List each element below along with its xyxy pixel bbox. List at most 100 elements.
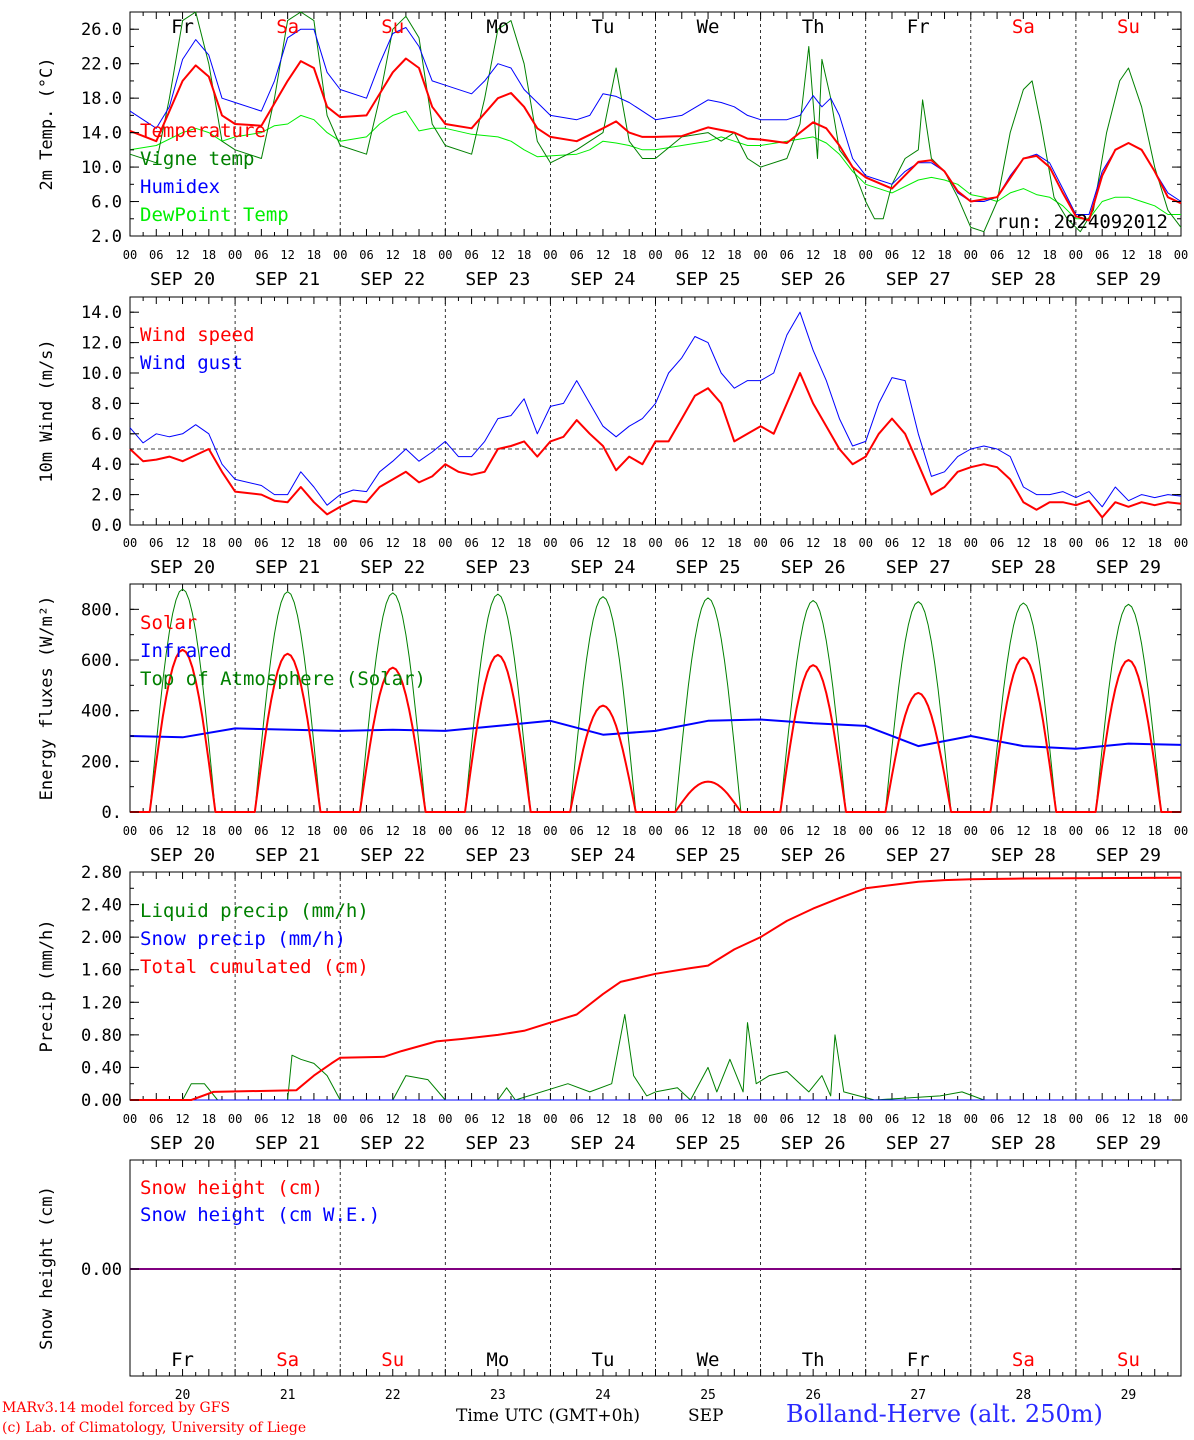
wind-date-label: SEP 23 [465, 557, 530, 578]
temp-date-label: SEP 20 [150, 269, 215, 290]
temp-date-label: SEP 27 [886, 269, 951, 290]
weekday-label-bottom: Su [381, 1349, 404, 1371]
snow-panel: 0.00 [81, 1159, 1182, 1377]
flux-date-label: SEP 20 [150, 845, 215, 866]
day-number-labels: 20 21 22 23 24 25 26 27 28 29 [175, 1388, 1137, 1403]
weekday-label-bottom: Mo [486, 1349, 509, 1371]
weekday-label: We [697, 16, 720, 38]
flux-y-tick-label: 400. [81, 702, 122, 722]
flux-hour-tick-label: 12 [280, 824, 294, 838]
precip-hour-tick-label: 18 [202, 1112, 216, 1126]
precip-hour-tick-label: 18 [517, 1112, 531, 1126]
wind-hour-tick-label: 18 [517, 536, 531, 550]
precip-date-label: SEP 27 [886, 1133, 951, 1154]
precip-y-tick-label: 0.40 [81, 1058, 122, 1078]
temp-date-label: SEP 26 [781, 269, 846, 290]
precip-hour-labels: 00 06 12 18 00 06 12 18 00 06 12 18 00 06 12 18 00 06 12 18… [123, 1112, 1188, 1126]
precip-hour-tick-label: 18 [727, 1112, 741, 1126]
wind-hour-tick-label: 06 [569, 536, 583, 550]
temp-hour-tick-label: 06 [780, 248, 794, 262]
flux-legend-entry: Infrared [140, 640, 232, 662]
precip-hour-tick-label: 00 [123, 1112, 137, 1126]
wind-y-tick-label: 0.0 [91, 516, 122, 536]
precip-date-label: SEP 28 [991, 1133, 1056, 1154]
wind-y-tick-label: 8.0 [91, 394, 122, 414]
precip-hour-tick-label: 06 [149, 1112, 163, 1126]
flux-hour-tick-label: 12 [806, 824, 820, 838]
snow-legend-entry: Snow height (cm) [140, 1177, 323, 1199]
flux-hour-tick-label: 06 [1095, 824, 1109, 838]
precip-hour-tick-label: 18 [832, 1112, 846, 1126]
wind-date-label: SEP 26 [781, 557, 846, 578]
flux-hour-tick-label: 18 [517, 824, 531, 838]
flux-hour-tick-label: 12 [911, 824, 925, 838]
precip-date-label: SEP 23 [465, 1133, 530, 1154]
temp-hour-tick-label: 18 [622, 248, 636, 262]
weekday-label: Mo [486, 16, 509, 38]
precip-hour-tick-label: 18 [412, 1112, 426, 1126]
flux-hour-tick-label: 18 [727, 824, 741, 838]
snow-y-axis-label: Snow height (cm) [37, 1186, 57, 1350]
weekday-label: Fr [171, 16, 194, 38]
wind-hour-tick-label: 00 [753, 536, 767, 550]
flux-y-axis-label: Energy fluxes (W/m²) [37, 596, 57, 801]
temp-hour-tick-label: 18 [937, 248, 951, 262]
flux-hour-tick-label: 00 [648, 824, 662, 838]
day-number-label: 27 [910, 1388, 926, 1403]
wind-hour-tick-label: 00 [1174, 536, 1188, 550]
wind-hour-tick-label: 00 [543, 536, 557, 550]
precip-hour-tick-label: 12 [175, 1112, 189, 1126]
temp-date-label: SEP 28 [991, 269, 1056, 290]
temp-hour-tick-label: 00 [228, 248, 242, 262]
temp-hour-tick-label: 00 [753, 248, 767, 262]
temp-hour-tick-label: 12 [911, 248, 925, 262]
temp-y-tick-label: 26.0 [81, 20, 122, 40]
wind-legend-entry: Wind gust [140, 352, 243, 374]
temp-hour-tick-label: 06 [1095, 248, 1109, 262]
wind-date-label: SEP 24 [570, 557, 635, 578]
precip-y-tick-label: 1.60 [81, 961, 122, 981]
weekday-label: Th [802, 16, 825, 38]
flux-hour-tick-label: 00 [438, 824, 452, 838]
temp-date-label: SEP 24 [570, 269, 635, 290]
temp-hour-tick-label: 18 [832, 248, 846, 262]
wind-y-tick-label: 2.0 [91, 486, 122, 506]
flux-hour-tick-label: 18 [202, 824, 216, 838]
temp-hour-tick-label: 00 [123, 248, 137, 262]
precip-hour-tick-label: 18 [622, 1112, 636, 1126]
flux-hour-tick-label: 18 [1042, 824, 1056, 838]
wind-hour-tick-label: 06 [149, 536, 163, 550]
wind-y-axis-label: 10m Wind (m/s) [37, 339, 57, 482]
temp-hour-tick-label: 18 [412, 248, 426, 262]
flux-hour-tick-label: 06 [990, 824, 1004, 838]
precip-hour-tick-label: 00 [964, 1112, 978, 1126]
temp-hour-tick-label: 06 [569, 248, 583, 262]
temp-hour-tick-label: 18 [517, 248, 531, 262]
temp-date-label: SEP 21 [255, 269, 320, 290]
wind-hour-tick-label: 00 [333, 536, 347, 550]
flux-date-label: SEP 23 [465, 845, 530, 866]
flux-hour-tick-label: 00 [123, 824, 137, 838]
day-number-label: 24 [595, 1388, 611, 1403]
temp-y-axis-label: 2m Temp. (°C) [37, 57, 57, 190]
weekday-label-bottom: Su [1117, 1349, 1140, 1371]
wind-hour-tick-label: 06 [359, 536, 373, 550]
precip-hour-tick-label: 18 [1042, 1112, 1056, 1126]
temp-hour-tick-label: 12 [596, 248, 610, 262]
flux-hour-tick-label: 00 [228, 824, 242, 838]
temp-hour-labels: 00 06 12 18 00 06 12 18 00 06 12 18 00 06 12 18 00 06 12 18… [123, 248, 1188, 262]
day-number-label: 28 [1016, 1388, 1032, 1403]
precip-series-liquid-precip-mm-h [130, 1014, 1181, 1101]
flux-legend-entry: Solar [140, 612, 197, 634]
wind-hour-labels: 00 06 12 18 00 06 12 18 00 06 12 18 00 06 12 18 00 06 12 18… [123, 536, 1188, 550]
precip-hour-tick-label: 00 [1174, 1112, 1188, 1126]
precip-hour-tick-label: 06 [990, 1112, 1004, 1126]
snow-y-axis: Snow height (cm) [37, 1186, 57, 1350]
temp-y-tick-label: 18.0 [81, 89, 122, 109]
temp-legend-entry: DewPoint Temp [140, 204, 289, 226]
precip-hour-tick-label: 18 [307, 1112, 321, 1126]
precip-hour-tick-label: 00 [543, 1112, 557, 1126]
flux-hour-tick-label: 18 [412, 824, 426, 838]
flux-hour-tick-label: 06 [254, 824, 268, 838]
temp-hour-tick-label: 00 [438, 248, 452, 262]
